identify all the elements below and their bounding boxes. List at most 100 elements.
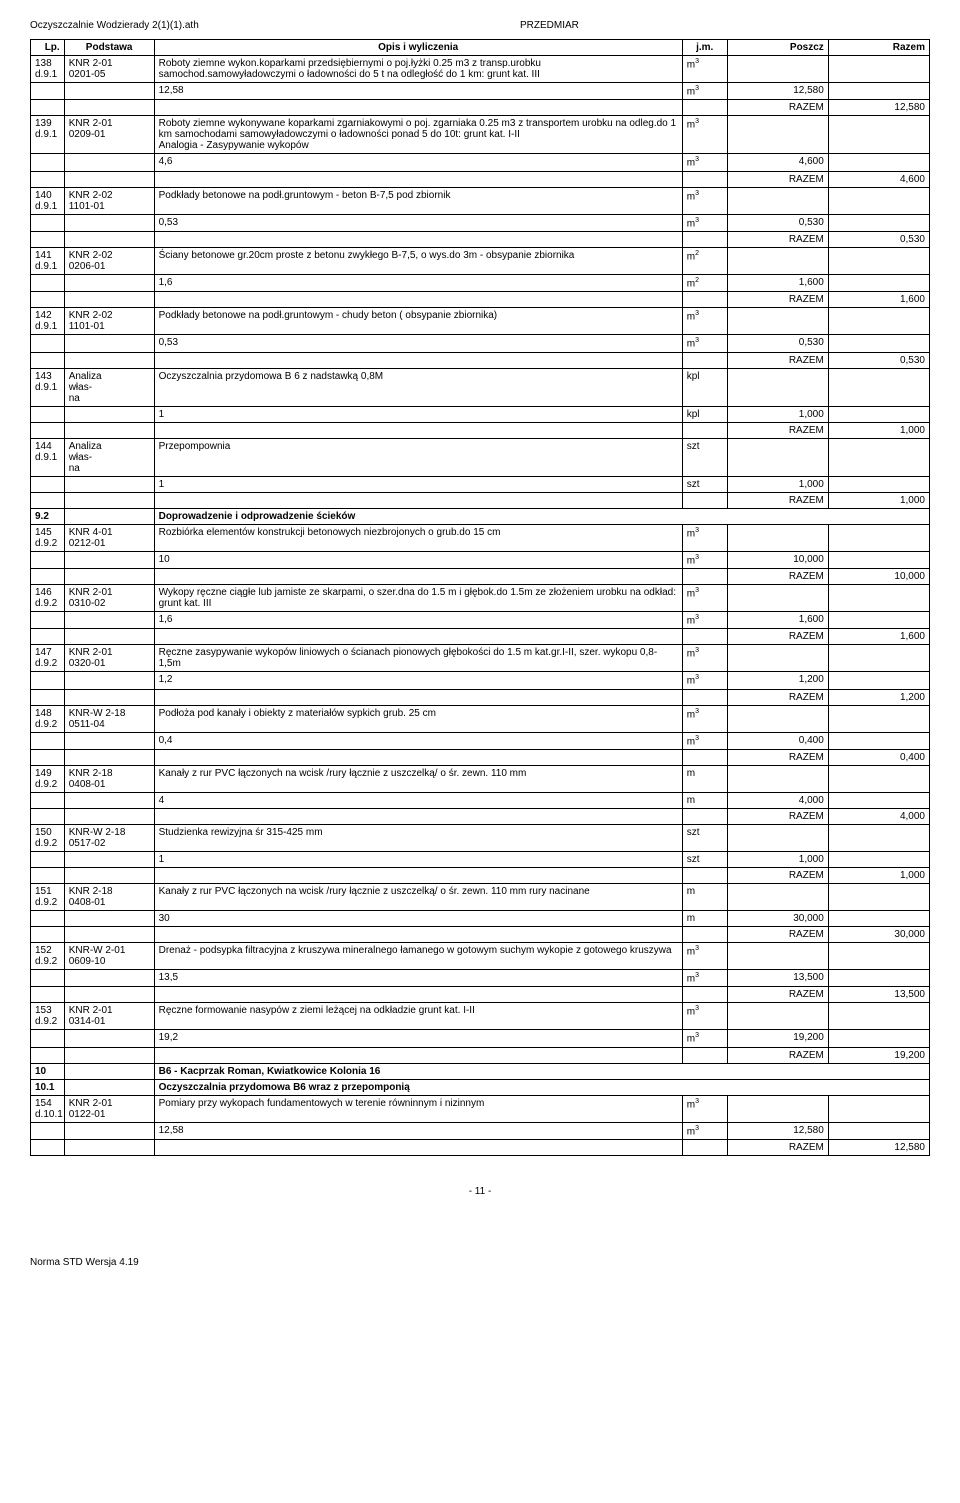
cell-jm — [682, 987, 727, 1003]
cell-lp: 147d.9.2 — [31, 645, 65, 672]
cell-poszcz — [727, 824, 828, 851]
cell-poszcz — [727, 438, 828, 476]
footer-norma: Norma STD Wersja 4.19 — [30, 1257, 930, 1268]
cell-lp: 143d.9.1 — [31, 368, 65, 406]
table-row: 13,5m313,500 — [31, 969, 930, 986]
cell-razem — [828, 942, 929, 969]
cell-poszcz — [727, 942, 828, 969]
cell-podstawa — [64, 171, 154, 187]
cell-poszcz: RAZEM — [727, 1139, 828, 1155]
cell-lp: 142d.9.1 — [31, 308, 65, 335]
cell-jm: m — [682, 883, 727, 910]
cell-razem — [828, 1030, 929, 1047]
table-row: RAZEM1,600 — [31, 292, 930, 308]
cell-razem: 10,000 — [828, 568, 929, 584]
cell-opis: Oczyszczalnia przydomowa B 6 z nadstawką… — [154, 368, 682, 406]
cell-poszcz: RAZEM — [727, 568, 828, 584]
cell-jm: m3 — [682, 56, 727, 83]
cell-jm — [682, 926, 727, 942]
cell-jm: szt — [682, 824, 727, 851]
cell-lp — [31, 926, 65, 942]
cell-lp: 150d.9.2 — [31, 824, 65, 851]
cell-lp — [31, 851, 65, 867]
cell-opis: 4,6 — [154, 154, 682, 171]
cell-lp — [31, 808, 65, 824]
cell-jm — [682, 749, 727, 765]
cell-razem: 0,530 — [828, 231, 929, 247]
cell-podstawa — [64, 808, 154, 824]
cell-jm — [682, 867, 727, 883]
cell-lp — [31, 492, 65, 508]
section-lp: 9.2 — [31, 508, 65, 524]
cell-lp — [31, 274, 65, 291]
cell-razem — [828, 1122, 929, 1139]
cell-jm — [682, 568, 727, 584]
table-row: 147d.9.2KNR 2-010320-01Ręczne zasypywani… — [31, 645, 930, 672]
cell-lp — [31, 672, 65, 689]
cell-opis: Roboty ziemne wykon.koparkami przedsiębi… — [154, 56, 682, 83]
col-razem: Razem — [828, 40, 929, 56]
cell-podstawa: KNR 2-010320-01 — [64, 645, 154, 672]
table-row: 9.2Doprowadzenie i odprowadzenie ścieków — [31, 508, 930, 524]
cell-opis: Ściany betonowe gr.20cm proste z betonu … — [154, 247, 682, 274]
cell-lp — [31, 1030, 65, 1047]
cell-jm — [682, 231, 727, 247]
cell-opis: Ręczne zasypywanie wykopów liniowych o ś… — [154, 645, 682, 672]
cell-poszcz — [727, 247, 828, 274]
cell-opis: 10 — [154, 551, 682, 568]
cell-razem — [828, 1003, 929, 1030]
cell-opis: Studzienka rewizyjna śr 315-425 mm — [154, 824, 682, 851]
cell-jm — [682, 689, 727, 705]
cell-razem — [828, 214, 929, 231]
cell-razem — [828, 910, 929, 926]
cell-lp: 153d.9.2 — [31, 1003, 65, 1030]
cell-poszcz: 1,600 — [727, 611, 828, 628]
cell-poszcz — [727, 116, 828, 154]
cell-poszcz: 13,500 — [727, 969, 828, 986]
cell-jm — [682, 808, 727, 824]
cell-podstawa — [64, 292, 154, 308]
cell-razem — [828, 406, 929, 422]
cell-podstawa — [64, 851, 154, 867]
cell-podstawa — [64, 406, 154, 422]
cell-podstawa — [64, 629, 154, 645]
cell-podstawa — [64, 672, 154, 689]
cell-jm: m3 — [682, 335, 727, 352]
table-row: RAZEM12,580 — [31, 100, 930, 116]
cell-poszcz — [727, 1003, 828, 1030]
cell-podstawa: KNR-W 2-180517-02 — [64, 824, 154, 851]
cell-poszcz: 1,000 — [727, 406, 828, 422]
cell-opis: 13,5 — [154, 969, 682, 986]
table-row: 149d.9.2KNR 2-180408-01Kanały z rur PVC … — [31, 765, 930, 792]
cell-jm — [682, 292, 727, 308]
cell-podstawa — [64, 732, 154, 749]
table-row: 1kpl1,000 — [31, 406, 930, 422]
table-row: 139d.9.1KNR 2-010209-01Roboty ziemne wyk… — [31, 116, 930, 154]
cell-jm: m3 — [682, 187, 727, 214]
cell-poszcz: RAZEM — [727, 629, 828, 645]
table-row: 1,6m21,600 — [31, 274, 930, 291]
cell-razem — [828, 247, 929, 274]
cell-opis — [154, 629, 682, 645]
cell-podstawa — [64, 689, 154, 705]
cell-podstawa — [64, 568, 154, 584]
cell-podstawa — [64, 1122, 154, 1139]
table-row: 0,53m30,530 — [31, 214, 930, 231]
cell-poszcz: 12,580 — [727, 1122, 828, 1139]
cell-opis — [154, 171, 682, 187]
cell-lp — [31, 406, 65, 422]
cell-poszcz: 1,600 — [727, 274, 828, 291]
section-pod — [64, 1079, 154, 1095]
cell-razem — [828, 308, 929, 335]
table-row: RAZEM4,600 — [31, 171, 930, 187]
table-header-row: Lp. Podstawa Opis i wyliczenia j.m. Posz… — [31, 40, 930, 56]
table-row: RAZEM0,530 — [31, 231, 930, 247]
table-row: 150d.9.2KNR-W 2-180517-02Studzienka rewi… — [31, 824, 930, 851]
cell-poszcz: RAZEM — [727, 987, 828, 1003]
table-row: 146d.9.2KNR 2-010310-02Wykopy ręczne cią… — [31, 584, 930, 611]
cell-poszcz: 10,000 — [727, 551, 828, 568]
cell-opis: Rozbiórka elementów konstrukcji betonowy… — [154, 524, 682, 551]
cell-podstawa — [64, 611, 154, 628]
cell-opis — [154, 749, 682, 765]
table-row: 142d.9.1KNR 2-021101-01Podkłady betonowe… — [31, 308, 930, 335]
